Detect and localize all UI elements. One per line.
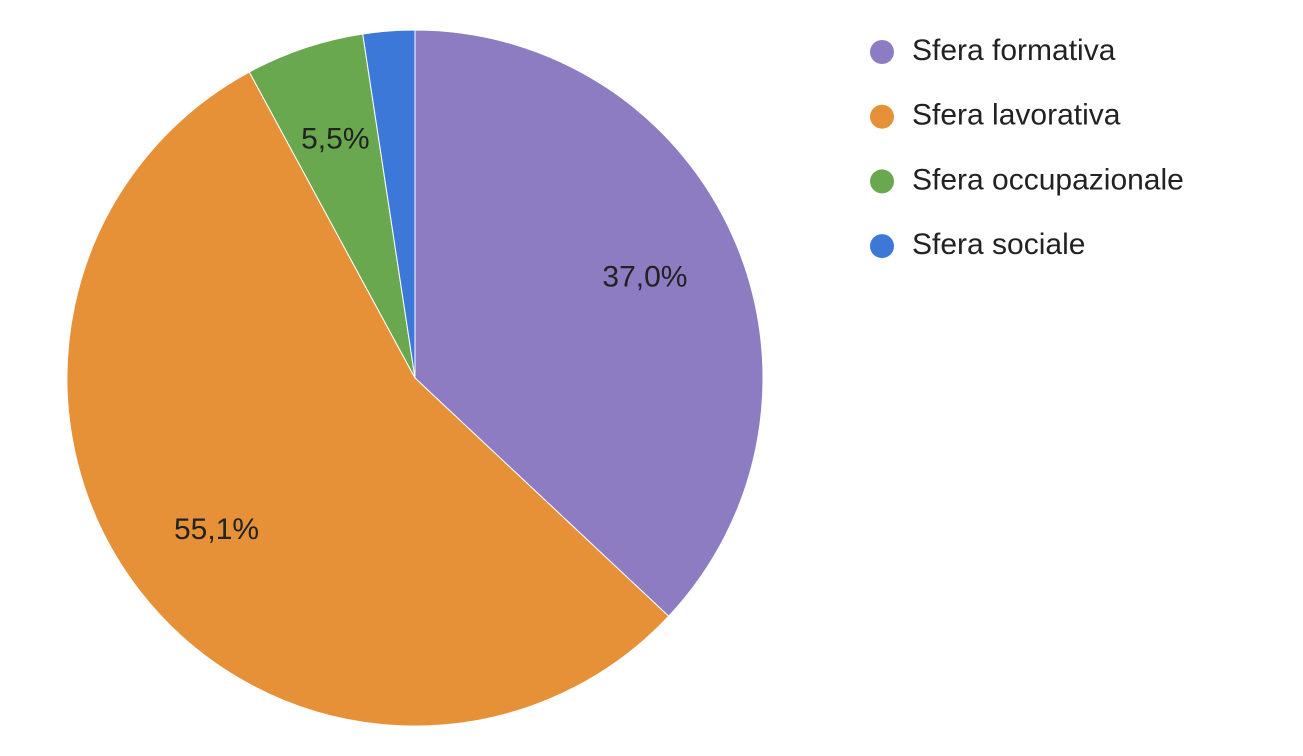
legend-swatch — [870, 104, 894, 129]
legend-label: Sfera lavorativa — [912, 99, 1121, 132]
pie-slice — [66, 71, 670, 727]
pie-slice — [414, 29, 764, 617]
legend-label: Sfera occupazionale — [912, 163, 1184, 196]
legend-swatch — [870, 234, 894, 259]
legend-label: Sfera sociale — [912, 228, 1085, 261]
slice-label: 55,1% — [174, 513, 259, 546]
legend-swatch — [870, 40, 894, 64]
legend-label: Sfera formativa — [912, 34, 1116, 67]
pie-slice — [362, 29, 416, 379]
legend-swatch — [870, 169, 894, 194]
slice-label: 5,5% — [301, 122, 369, 155]
slice-label: 37,0% — [602, 260, 687, 293]
